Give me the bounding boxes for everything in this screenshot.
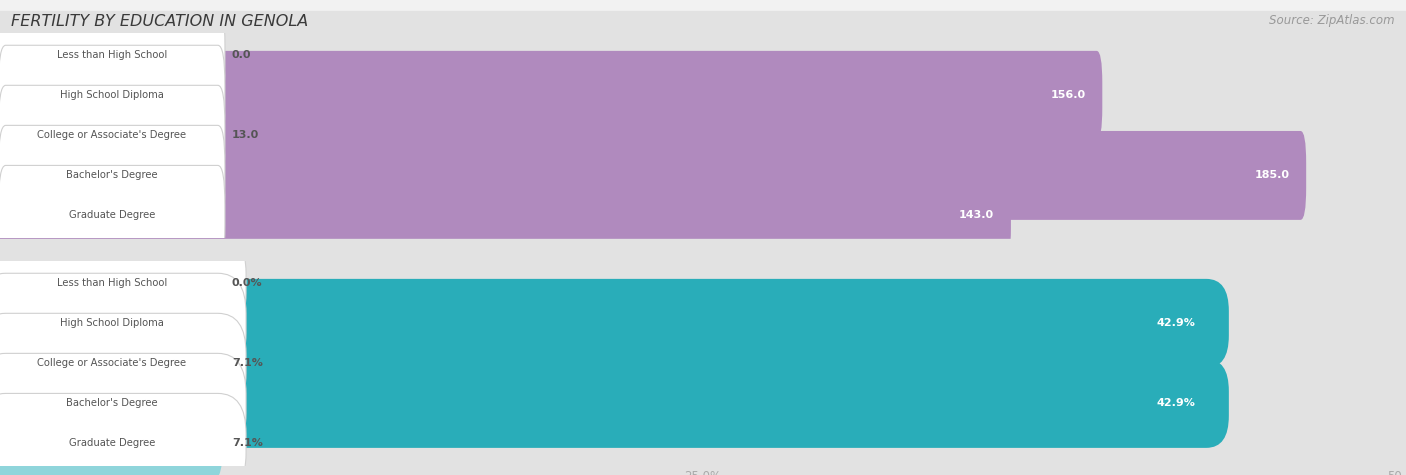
Text: 156.0: 156.0 [1050,90,1085,100]
FancyBboxPatch shape [0,5,225,105]
Text: 7.1%: 7.1% [232,438,263,448]
Text: College or Associate's Degree: College or Associate's Degree [37,130,187,141]
FancyBboxPatch shape [0,359,1229,448]
Text: 42.9%: 42.9% [1156,318,1195,328]
Text: 42.9%: 42.9% [1156,399,1195,408]
Text: 143.0: 143.0 [959,210,994,220]
Text: Source: ZipAtlas.com: Source: ZipAtlas.com [1270,14,1395,27]
Text: Graduate Degree: Graduate Degree [69,210,155,220]
FancyBboxPatch shape [0,51,1406,140]
FancyBboxPatch shape [0,319,1406,408]
Text: College or Associate's Degree: College or Associate's Degree [37,358,187,369]
FancyBboxPatch shape [0,131,1306,220]
FancyBboxPatch shape [0,279,1406,368]
FancyBboxPatch shape [0,273,246,373]
FancyBboxPatch shape [0,45,225,145]
Text: 7.1%: 7.1% [232,358,263,369]
FancyBboxPatch shape [0,359,1406,448]
FancyBboxPatch shape [0,314,246,413]
FancyBboxPatch shape [0,319,222,408]
Text: Graduate Degree: Graduate Degree [69,438,155,448]
Text: 0.0: 0.0 [232,50,252,60]
FancyBboxPatch shape [0,171,1406,260]
FancyBboxPatch shape [0,131,1406,220]
Text: 0.0%: 0.0% [232,278,263,288]
FancyBboxPatch shape [0,399,1406,475]
Text: Bachelor's Degree: Bachelor's Degree [66,399,157,408]
FancyBboxPatch shape [0,279,1229,368]
FancyBboxPatch shape [0,239,1406,328]
FancyBboxPatch shape [0,11,1406,100]
Text: Less than High School: Less than High School [56,50,167,60]
Text: Less than High School: Less than High School [56,278,167,288]
FancyBboxPatch shape [0,393,246,475]
FancyBboxPatch shape [0,91,97,180]
FancyBboxPatch shape [0,353,246,454]
Text: High School Diploma: High School Diploma [60,90,163,100]
FancyBboxPatch shape [0,233,246,333]
FancyBboxPatch shape [0,91,1406,180]
FancyBboxPatch shape [0,165,225,266]
Text: High School Diploma: High School Diploma [60,318,163,328]
FancyBboxPatch shape [0,399,222,475]
FancyBboxPatch shape [0,51,1102,140]
FancyBboxPatch shape [0,171,1011,260]
FancyBboxPatch shape [0,125,225,226]
Text: 13.0: 13.0 [232,130,259,141]
Text: FERTILITY BY EDUCATION IN GENOLA: FERTILITY BY EDUCATION IN GENOLA [11,14,308,29]
Text: 185.0: 185.0 [1254,171,1289,180]
Text: Bachelor's Degree: Bachelor's Degree [66,171,157,180]
FancyBboxPatch shape [0,86,225,185]
